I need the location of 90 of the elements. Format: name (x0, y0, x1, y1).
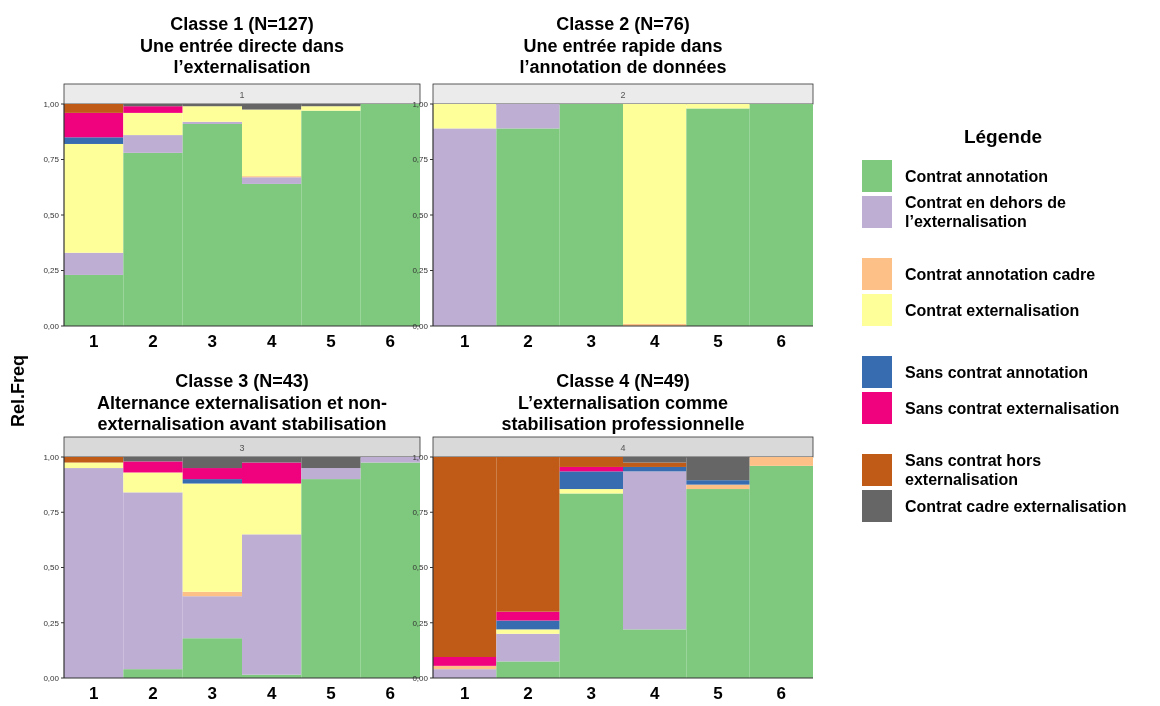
bar (559, 489, 623, 494)
bar (64, 112, 124, 138)
legend-label: Contrat cadre externalisation (905, 497, 1127, 515)
y-tick-label: 0,00 (43, 321, 60, 331)
x-tick-label: 1 (88, 684, 99, 703)
y-tick-label: 0,00 (412, 321, 429, 331)
legend-label: Sans contrat externalisation (905, 399, 1120, 417)
legend-label: Contrat en dehors de l’externalisation (905, 194, 1067, 231)
bar (123, 135, 183, 153)
x-tick-label: 6 (776, 684, 787, 703)
bar (64, 137, 124, 144)
x-tick-label: 6 (776, 332, 787, 351)
x-tick-label: 4 (266, 684, 277, 703)
x-tick-label: 3 (207, 332, 218, 351)
y-axis-title: Rel.Freq (8, 354, 28, 428)
bar (686, 484, 750, 490)
y-tick-label: 0,00 (412, 673, 429, 683)
y-tick-label: 0,75 (412, 508, 429, 518)
x-tick-label: 4 (649, 684, 660, 703)
x-tick-label: 1 (459, 332, 470, 351)
legend-label: Sans contrat hors externalisation (905, 452, 1042, 489)
bar (496, 629, 560, 634)
y-tick-label: 0,00 (43, 673, 60, 683)
bar (433, 104, 497, 129)
x-tick-label: 5 (326, 684, 336, 703)
chart-title: Classe 4 (N=49) L’externalisation comme stabilisation professionnelle (501, 371, 745, 434)
bar (496, 633, 560, 662)
bar (496, 104, 560, 129)
bar (64, 104, 124, 113)
bar (623, 471, 687, 630)
bar (496, 620, 560, 630)
x-tick-label: 5 (713, 332, 723, 351)
x-tick-label: 4 (649, 332, 660, 351)
y-tick-label: 1,00 (412, 452, 429, 462)
y-tick-label: 0,50 (412, 210, 429, 220)
y-tick-label: 0,75 (412, 155, 429, 165)
legend-label: Contrat annotation cadre (905, 265, 1096, 283)
bar (559, 471, 623, 490)
x-tick-label: 3 (207, 684, 218, 703)
y-tick-label: 0,25 (412, 618, 429, 628)
chart-subtitle: 4 (620, 443, 626, 453)
y-tick-label: 0,50 (412, 563, 429, 573)
x-tick-label: 3 (586, 332, 597, 351)
legend-label: Sans contrat annotation (905, 363, 1089, 381)
bar (433, 128, 497, 326)
bar (64, 143, 124, 253)
y-tick-label: 0,25 (43, 618, 60, 628)
chart-subtitle: 3 (239, 443, 245, 453)
y-tick-label: 1,00 (412, 99, 429, 109)
bar (182, 591, 242, 597)
x-tick-label: 5 (713, 684, 723, 703)
x-tick-label: 1 (88, 332, 99, 351)
legend-label: Contrat annotation (905, 167, 1049, 185)
y-tick-label: 0,75 (43, 508, 60, 518)
bar (123, 106, 183, 113)
x-tick-label: 2 (148, 684, 158, 703)
y-tick-label: 0,50 (43, 210, 60, 220)
y-tick-label: 0,75 (43, 155, 60, 165)
bar (64, 252, 124, 275)
legend-label: Contrat externalisation (905, 301, 1080, 319)
x-tick-label: 4 (266, 332, 277, 351)
x-tick-label: 3 (586, 684, 597, 703)
chart-title: Classe 1 (N=127) Une entrée directe dans l’externalisation (139, 14, 345, 77)
bar (623, 466, 687, 472)
bar (242, 177, 302, 184)
x-tick-label: 6 (385, 684, 396, 703)
bar (433, 657, 497, 666)
bar (182, 479, 242, 484)
x-tick-label: 1 (459, 684, 470, 703)
x-tick-label: 2 (523, 684, 533, 703)
bar (301, 468, 361, 480)
chart-title: Classe 2 (N=76) Une entrée rapide dans l’annotation de données (519, 14, 727, 77)
bar (749, 457, 813, 466)
bar (559, 466, 623, 472)
bar (496, 611, 560, 621)
x-tick-label: 6 (385, 332, 396, 351)
chart-subtitle: 1 (239, 90, 245, 100)
x-tick-label: 5 (326, 332, 336, 351)
legend-title: Légende (963, 126, 1043, 147)
y-tick-label: 0,50 (43, 563, 60, 573)
x-tick-label: 2 (523, 332, 533, 351)
x-tick-label: 2 (148, 332, 158, 351)
bar (64, 457, 124, 463)
bar (686, 480, 750, 485)
chart-title: Classe 3 (N=43) Alternance externalisation et non- externalisation avant stabilisation (96, 371, 388, 434)
y-tick-label: 0,25 (43, 266, 60, 276)
y-tick-label: 1,00 (43, 452, 60, 462)
y-tick-label: 1,00 (43, 99, 60, 109)
y-tick-label: 0,25 (412, 266, 429, 276)
chart-subtitle: 2 (620, 90, 626, 100)
